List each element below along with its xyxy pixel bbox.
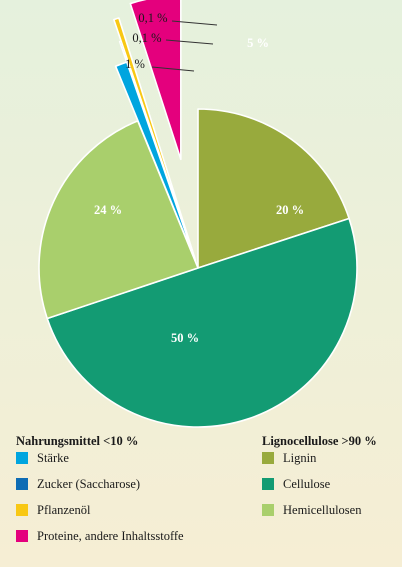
legend-item-1: Zucker (Saccharose) xyxy=(16,476,140,492)
slice-labels: 5 % 20 % 50 % 24 % 1 % 0,1 % 0,1 % xyxy=(94,11,304,345)
slice-value-label-3: 5 % xyxy=(247,36,269,50)
legend-label: Proteine, andere Inhaltsstoffe xyxy=(37,528,184,543)
legend-swatch xyxy=(262,504,274,516)
leader-line-1 xyxy=(165,39,214,45)
legend-swatch xyxy=(16,504,28,516)
legend-label: Cellulose xyxy=(283,476,331,491)
slice-value-label-4: 20 % xyxy=(276,203,304,217)
legend-label: Zucker (Saccharose) xyxy=(37,476,141,491)
legend-label: Stärke xyxy=(37,450,69,465)
legend-item-5: Cellulose xyxy=(262,476,330,492)
legend-swatch xyxy=(262,478,274,490)
legend-swatch xyxy=(16,478,28,490)
legend-label: Hemicellulosen xyxy=(283,502,362,517)
legend-title-food: Nahrungsmittel <10 % xyxy=(16,434,139,448)
leader-lines xyxy=(151,20,218,72)
legend-label: Lignin xyxy=(283,450,317,465)
pie-slices xyxy=(38,0,358,428)
pie-slice-2 xyxy=(113,17,196,259)
pie-slice-4 xyxy=(197,108,350,269)
legend-item-0: Stärke xyxy=(16,450,69,466)
leader-line-2 xyxy=(171,20,218,26)
legend-swatch xyxy=(262,452,274,464)
legend-item-4: Lignin xyxy=(262,450,316,466)
slice-value-label-0: 1 % xyxy=(125,57,145,71)
legend-item-3: Proteine, andere Inhaltsstoffe xyxy=(16,528,184,544)
legend-item-2: Pflanzenöl xyxy=(16,502,90,518)
slice-value-label-5: 50 % xyxy=(171,331,199,345)
pie-slice-5 xyxy=(46,217,358,428)
pie-slice-6 xyxy=(38,120,199,320)
slice-value-label-6: 24 % xyxy=(94,203,122,217)
legend-swatch xyxy=(16,530,28,542)
legend-swatch xyxy=(16,452,28,464)
pie-chart: 5 % 20 % 50 % 24 % 1 % 0,1 % 0,1 % xyxy=(38,0,358,428)
legend-label: Pflanzenöl xyxy=(37,502,91,517)
slice-value-label-1: 0,1 % xyxy=(132,31,161,45)
legend-item-6: Hemicellulosen xyxy=(262,502,361,518)
leader-line-0 xyxy=(151,66,195,72)
slice-value-label-2: 0,1 % xyxy=(138,11,167,25)
legend-title-lignocellulose: Lignocellulose >90 % xyxy=(262,434,377,448)
